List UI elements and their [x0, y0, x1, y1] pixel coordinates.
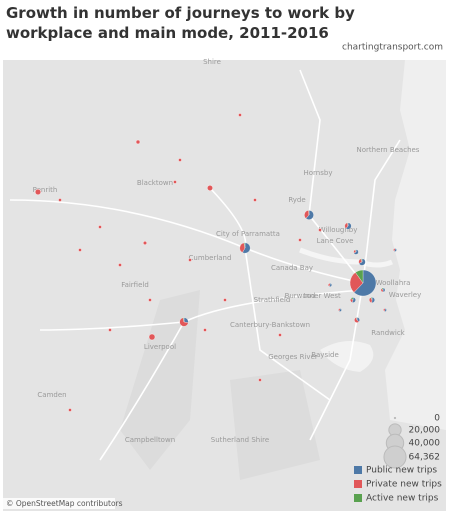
color-swatch [354, 494, 362, 502]
marker-slice [318, 228, 322, 232]
place-label: Georges River [268, 353, 318, 361]
marker-slice [328, 283, 331, 287]
place-label: Northern Beaches [357, 146, 420, 154]
marker-slice [203, 328, 207, 332]
legend-label: Private new trips [366, 480, 442, 490]
size-legend-label: 64,362 [409, 453, 441, 463]
place-label: Woollahra [376, 279, 411, 287]
marker-slice [34, 188, 42, 196]
bay [320, 341, 374, 372]
place-label: Waverley [389, 291, 421, 299]
place-label: Strathfield [254, 296, 291, 304]
marker-slice [355, 269, 364, 284]
marker-slice [178, 158, 182, 162]
marker-slice [356, 317, 358, 321]
marker-slice [78, 248, 82, 252]
place-label: Willoughby [319, 226, 358, 234]
marker-slice [148, 298, 152, 302]
marker-slice [338, 308, 341, 312]
place-label: Hornsby [304, 169, 333, 177]
marker-slice [68, 408, 72, 412]
marker-slice [188, 258, 192, 262]
size-legend-label: 0 [434, 414, 440, 424]
marker-slice [360, 258, 363, 263]
marker-slice [350, 297, 354, 301]
size-legend-label: 20,000 [409, 426, 441, 436]
place-label: Liverpool [144, 343, 176, 351]
marker-slice [382, 287, 386, 293]
marker-slice [355, 249, 357, 253]
size-legend-circle [393, 416, 397, 420]
place-label: Sutherland Shire [211, 436, 269, 444]
place-label: Penrith [33, 186, 58, 194]
marker-slice [135, 139, 141, 145]
place-label: Blacktown [137, 179, 173, 187]
marker-slice [143, 241, 147, 245]
marker-slice [98, 225, 102, 229]
size-legend-label: 40,000 [409, 439, 441, 449]
place-label: Camden [37, 391, 66, 399]
marker-slice [345, 222, 352, 230]
place-label: City of Parramatta [216, 230, 280, 238]
attribution: © OpenStreetMap contributors [6, 499, 123, 508]
place-label: Randwick [371, 329, 405, 337]
marker-slice [253, 198, 257, 202]
legend-label: Public new trips [366, 466, 437, 476]
marker-slice [381, 287, 384, 291]
marker-slice [305, 210, 314, 220]
marker-slice [58, 198, 62, 202]
size-legend-circle [383, 445, 407, 469]
marker-slice [278, 333, 282, 337]
color-swatch [354, 480, 362, 488]
marker-slice [173, 180, 177, 184]
marker-slice [353, 269, 377, 297]
marker-slice [183, 317, 185, 323]
marker-slice [207, 185, 213, 191]
color-swatch [354, 466, 362, 474]
marker-slice [298, 238, 302, 242]
attribution-bg [3, 498, 115, 509]
marker-slice [242, 242, 251, 254]
marker-slice [223, 298, 227, 302]
marker-slice [243, 242, 246, 249]
place-label: Inner West [303, 292, 341, 300]
place-label: Canterbury-Bankstown [230, 321, 310, 329]
park [230, 370, 320, 480]
marker-slice [108, 328, 112, 332]
marker-slice [370, 297, 373, 301]
place-label: Ryde [288, 196, 305, 204]
place-label: Burwood [285, 292, 316, 300]
place-label: Fairfield [121, 281, 149, 289]
place-label: Bayside [311, 351, 339, 359]
park [120, 290, 200, 470]
place-label: Lane Cove [317, 237, 354, 245]
place-label: Cumberland [189, 254, 232, 262]
place-label: Campbelltown [125, 436, 175, 444]
marker-slice [393, 248, 396, 252]
marker-slice [383, 308, 386, 312]
place-label: Canada Bay [271, 264, 313, 272]
marker-slice [258, 378, 262, 382]
marker-slice [238, 113, 242, 117]
marker-slice [347, 222, 349, 227]
source: chartingtransport.com [342, 43, 443, 53]
title: Growth in number of journeys to work by … [6, 4, 355, 42]
marker-slice [118, 263, 122, 267]
place-label: Shire [203, 58, 221, 66]
marker-slice [179, 317, 189, 327]
marker-slice [148, 333, 156, 341]
ocean [385, 60, 446, 430]
legend-label: Active new trips [366, 494, 439, 504]
